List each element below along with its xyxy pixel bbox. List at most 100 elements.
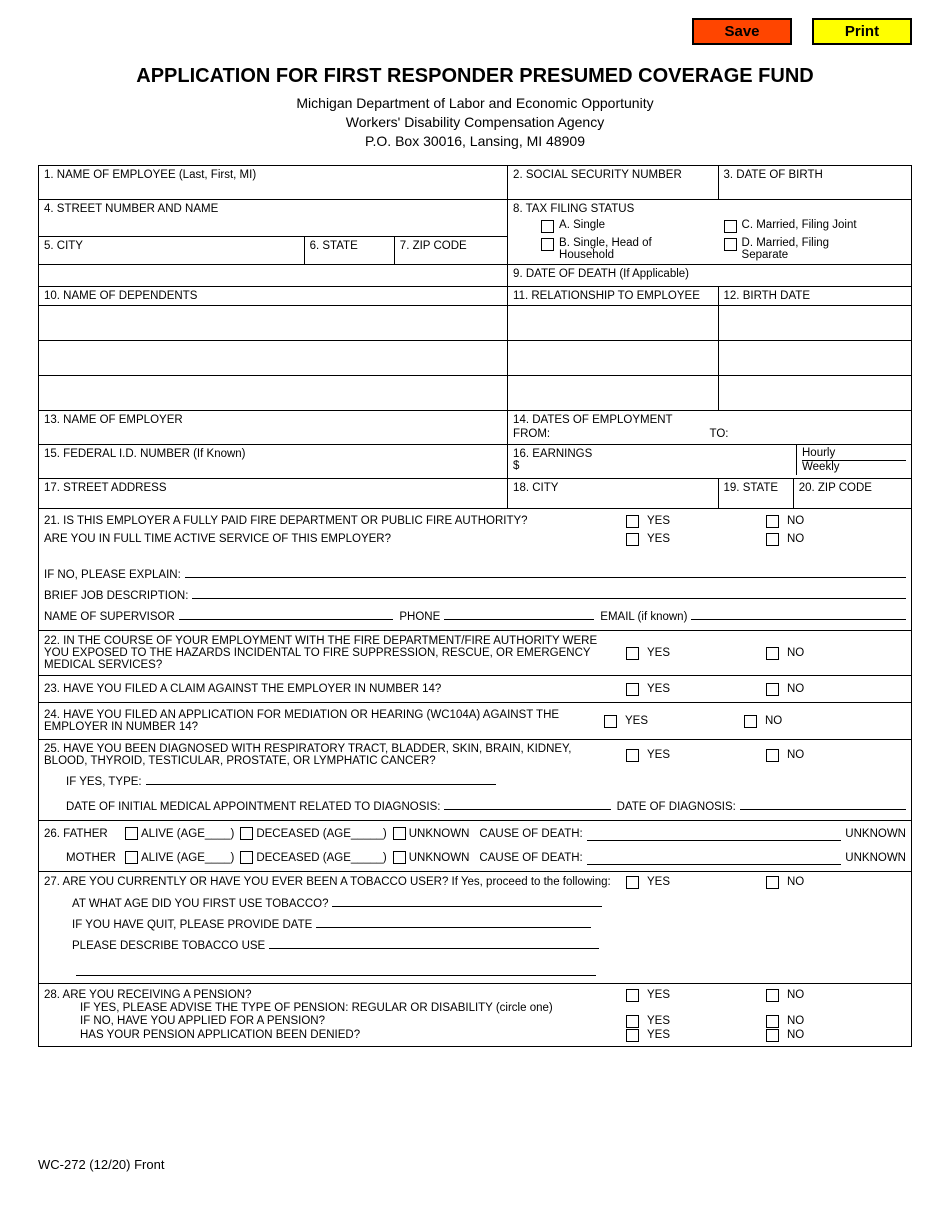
field-street[interactable]: 4. STREET NUMBER AND NAME (39, 199, 508, 236)
q24-no-checkbox[interactable] (744, 715, 757, 728)
q24-yes-checkbox[interactable] (604, 715, 617, 728)
q25-yes-checkbox[interactable] (626, 749, 639, 762)
q28d-no-checkbox[interactable] (766, 1029, 779, 1042)
section-21: 21. IS THIS EMPLOYER A FULLY PAID FIRE D… (39, 508, 912, 630)
q23-no-checkbox[interactable] (766, 683, 779, 696)
q22-no-checkbox[interactable] (766, 647, 779, 660)
tax-option-b[interactable]: B. Single, Head of Household (541, 237, 723, 261)
dep-dob-2[interactable] (718, 340, 911, 375)
section-27: 27. ARE YOU CURRENTLY OR HAVE YOU EVER B… (39, 871, 912, 983)
field-fed-id[interactable]: 15. FEDERAL I.D. NUMBER (If Known) (39, 444, 508, 478)
checkbox-tax-b[interactable] (541, 238, 554, 251)
q27-quit-label: IF YOU HAVE QUIT, PLEASE PROVIDE DATE (72, 919, 312, 931)
print-button[interactable]: Print (812, 18, 912, 45)
label-18: 18. CITY (513, 482, 558, 494)
q21a-no-checkbox[interactable] (766, 515, 779, 528)
q23-yes-label: YES (647, 683, 670, 695)
field-ssn[interactable]: 2. SOCIAL SECURITY NUMBER (508, 165, 718, 199)
tax-a-label: A. Single (559, 219, 605, 231)
tax-option-a[interactable]: A. Single (541, 219, 723, 233)
field-state[interactable]: 6. STATE (304, 236, 394, 264)
q27-text: 27. ARE YOU CURRENTLY OR HAVE YOU EVER B… (44, 876, 626, 888)
q27-desc-field[interactable] (269, 935, 599, 949)
q27-desc-field2[interactable] (76, 962, 596, 976)
mother-cause-label: CAUSE OF DEATH: (479, 852, 582, 864)
dep-rel-2[interactable] (508, 340, 718, 375)
q21-email-field[interactable] (691, 606, 906, 620)
q21-brief-label: BRIEF JOB DESCRIPTION: (44, 590, 188, 602)
field-emp-street[interactable]: 17. STREET ADDRESS (39, 478, 508, 508)
label-15: 15. FEDERAL I.D. NUMBER (If Known) (44, 448, 246, 460)
father-cause-field[interactable] (587, 827, 842, 841)
checkbox-tax-c[interactable] (724, 220, 737, 233)
q28c-no-label: NO (787, 1015, 804, 1027)
tax-option-d[interactable]: D. Married, Filing Separate (724, 237, 906, 261)
q21b-text: ARE YOU IN FULL TIME ACTIVE SERVICE OF T… (44, 533, 626, 545)
q28a-no-checkbox[interactable] (766, 989, 779, 1002)
field-employer[interactable]: 13. NAME OF EMPLOYER (39, 410, 508, 444)
dep-rel-1[interactable] (508, 305, 718, 340)
q21-brief-field[interactable] (192, 585, 906, 599)
earnings-weekly[interactable]: Weekly (802, 461, 906, 473)
checkbox-tax-a[interactable] (541, 220, 554, 233)
dep-name-3[interactable] (39, 375, 508, 410)
q22-yes-checkbox[interactable] (626, 647, 639, 660)
dep-rel-3[interactable] (508, 375, 718, 410)
q27-no-checkbox[interactable] (766, 876, 779, 889)
checkbox-tax-d[interactable] (724, 238, 737, 251)
q25-dateinit-field[interactable] (444, 796, 610, 810)
q25-datediag-field[interactable] (740, 796, 906, 810)
father-unknown-checkbox[interactable] (393, 827, 406, 840)
q25-type-field[interactable] (146, 771, 496, 785)
q28d-yes-checkbox[interactable] (626, 1029, 639, 1042)
q27-yes-checkbox[interactable] (626, 876, 639, 889)
q21-ifno-field[interactable] (185, 564, 906, 578)
page-subtitle: Michigan Department of Labor and Economi… (38, 94, 912, 151)
q21b-no-checkbox[interactable] (766, 533, 779, 546)
field-emp-zip[interactable]: 20. ZIP CODE (793, 478, 911, 508)
q24-yes-label: YES (625, 715, 648, 727)
earnings-hourly[interactable]: Hourly (802, 447, 906, 461)
field-employment-dates[interactable]: 14. DATES OF EMPLOYMENT FROM: TO: (508, 410, 912, 444)
field-zip[interactable]: 7. ZIP CODE (394, 236, 507, 264)
field-emp-city[interactable]: 18. CITY (508, 478, 718, 508)
father-deceased-checkbox[interactable] (240, 827, 253, 840)
subtitle-line1: Michigan Department of Labor and Economi… (296, 95, 653, 111)
mother-deceased-checkbox[interactable] (240, 851, 253, 864)
q24-text: 24. HAVE YOU FILED AN APPLICATION FOR ME… (44, 709, 604, 733)
field-date-of-death[interactable]: 9. DATE OF DEATH (If Applicable) (508, 264, 912, 286)
label-14-to: TO: (710, 428, 906, 440)
mother-alive-checkbox[interactable] (125, 851, 138, 864)
q23-yes-checkbox[interactable] (626, 683, 639, 696)
q21a-yes-checkbox[interactable] (626, 515, 639, 528)
field-emp-state[interactable]: 19. STATE (718, 478, 793, 508)
dep-name-2[interactable] (39, 340, 508, 375)
dep-dob-3[interactable] (718, 375, 911, 410)
q28a-yes-checkbox[interactable] (626, 989, 639, 1002)
q22-yes-label: YES (647, 647, 670, 659)
q21-sup-field[interactable] (179, 606, 394, 620)
field-dob[interactable]: 3. DATE OF BIRTH (718, 165, 911, 199)
mother-unknown-checkbox[interactable] (393, 851, 406, 864)
mother-cause-field[interactable] (587, 851, 842, 865)
field-city[interactable]: 5. CITY (39, 236, 305, 264)
save-button[interactable]: Save (692, 18, 792, 45)
tax-option-c[interactable]: C. Married, Filing Joint (724, 219, 906, 233)
field-earnings[interactable]: 16. EARNINGS $ Hourly Weekly (508, 444, 912, 478)
q21-phone-field[interactable] (444, 606, 594, 620)
label-14-from: FROM: (513, 428, 709, 440)
q25-no-checkbox[interactable] (766, 749, 779, 762)
dep-name-1[interactable] (39, 305, 508, 340)
q28c-text: IF NO, HAVE YOU APPLIED FOR A PENSION? (44, 1015, 626, 1027)
q28c-yes-checkbox[interactable] (626, 1015, 639, 1028)
q28c-no-checkbox[interactable] (766, 1015, 779, 1028)
q27-age-field[interactable] (332, 893, 602, 907)
q27-quit-field[interactable] (316, 914, 591, 928)
label-1: 1. NAME OF EMPLOYEE (Last, First, MI) (44, 169, 256, 181)
q21b-yes-checkbox[interactable] (626, 533, 639, 546)
father-unknown2-label: UNKNOWN (845, 828, 906, 840)
q21a-text: 21. IS THIS EMPLOYER A FULLY PAID FIRE D… (44, 515, 626, 527)
field-employee-name[interactable]: 1. NAME OF EMPLOYEE (Last, First, MI) (39, 165, 508, 199)
father-alive-checkbox[interactable] (125, 827, 138, 840)
dep-dob-1[interactable] (718, 305, 911, 340)
